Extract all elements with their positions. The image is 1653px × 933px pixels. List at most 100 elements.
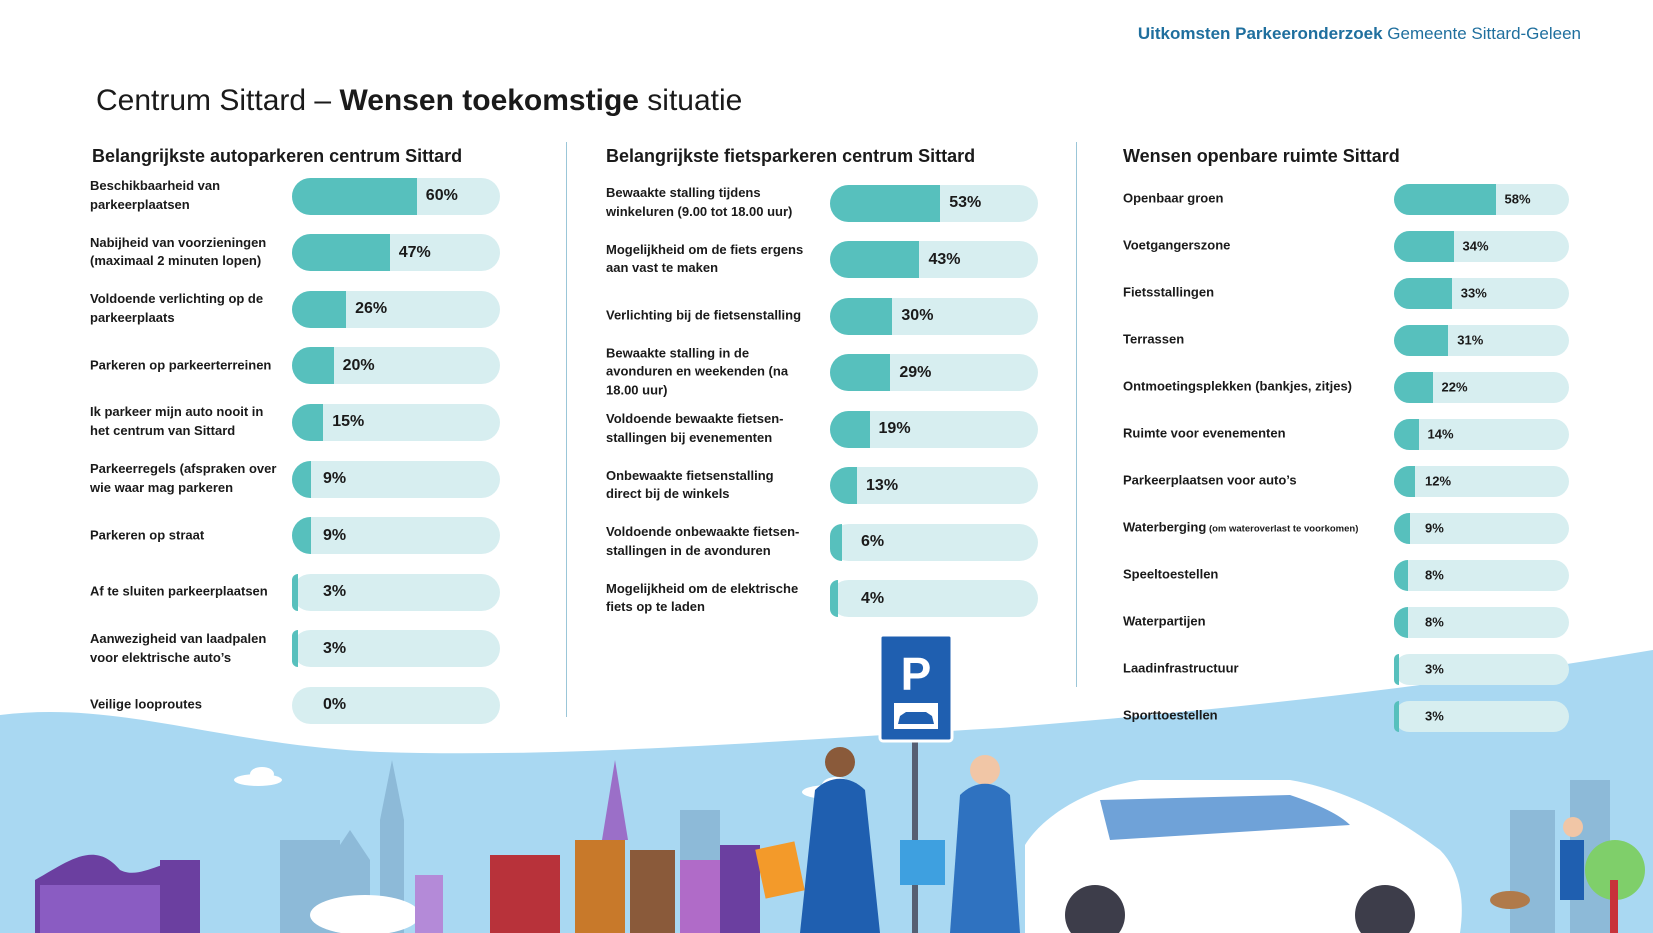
bar-track: 3% [292,573,500,611]
bar-label-text: Parkeren op parkeerterreinen [90,357,272,373]
bar-label-text: Verlichting bij de fietsenstalling [606,307,802,323]
bar-track: 60% [292,177,500,215]
bar-fill [1394,700,1400,732]
bar-track: 20% [292,347,500,385]
bar-track: 8% [1394,559,1569,591]
bar-track: 22% [1394,371,1569,403]
bar-track: 26% [292,290,500,328]
bar-label: Waterpartijen [1123,613,1383,632]
bar-value-label: 9% [323,526,347,544]
bar-row: Verlichting bij de fietsenstalling 30% [606,297,1038,335]
title-part2: situatie [638,84,743,117]
bar-label-text: Sporttoestellen [1123,707,1218,723]
bar-track: 31% [1394,324,1569,356]
bar-label-note: (om wateroverlast te voorkomen) [1206,523,1359,535]
bar-row: Ontmoetingsplekken (bankjes, zitjes) 22% [1123,371,1569,403]
bar-value-label: 60% [425,187,458,204]
bar-fill [1394,606,1408,638]
bar-row: Openbaar groen 58% [1123,183,1569,215]
bar-label: Parkeerplaatsen voor auto’s [1123,472,1383,491]
bar-label: Beschikbaarheid van parkeerplaatsen [90,177,280,215]
bar-label-text: Ruimte voor evenementen [1123,425,1286,441]
bar-fill [292,573,299,611]
bar-track: 3% [1394,653,1569,685]
bar-label: Voldoende verlichting op de parkeerplaat… [90,290,280,328]
bar-row: Waterpartijen 8% [1123,606,1569,638]
bar-label: Verlichting bij de fietsenstalling [606,307,806,326]
bar-fill [1394,371,1433,403]
header-municipality: Gemeente Sittard-Geleen [1387,24,1581,43]
bar-fill [830,467,858,504]
bar-row: Laadinfrastructuur 3% [1123,653,1569,685]
bar-row: Ruimte voor evenementen 14% [1123,418,1569,450]
bar-label-text: Openbaar groen [1123,190,1224,206]
tree-icon [1585,840,1645,933]
bar-row: Sporttoestellen 3% [1123,700,1569,732]
bar-fill [1394,559,1408,591]
bar-track: 33% [1394,277,1569,309]
bar-value-label: 26% [355,300,388,318]
bar-track: 3% [1394,700,1569,732]
auto-chart-title: Belangrijkste autoparkeren centrum Sitta… [92,146,463,166]
dog-walker [1490,817,1584,909]
bar-value-label: 12% [1425,473,1452,489]
bar-row: Parkeren op parkeerterreinen 20% [90,347,500,385]
bar-fill [1394,653,1400,685]
bar-value-label: 14% [1427,426,1454,442]
bar-value-label: 33% [1460,285,1487,301]
bar-value-label: 3% [1425,661,1444,677]
bar-label-text: Aanwezigheid van laadpalen voor elektris… [90,630,267,665]
bar-value-label: 20% [342,356,375,374]
bar-fill [1394,324,1449,356]
bar-label: Laadinfrastructuur [1123,660,1383,679]
title-bold: Wensen toekomstige [339,84,639,117]
bar-label-text: Bewaakte stalling in de avonduren en wee… [606,345,789,398]
column-divider [566,142,567,717]
bar-label: Onbewaakte fietsenstalling direct bij de… [606,467,806,505]
bar-fill [830,523,843,561]
bar-row: Terrassen 31% [1123,324,1569,356]
bar-label: Fietsstallingen [1123,284,1383,303]
bar-label: Veilige looproutes [90,696,280,715]
bar-label-text: Parkeerplaatsen voor auto’s [1123,472,1297,488]
bar-label-text: Bewaakte stalling tijdens winkeluren (9.… [606,185,793,219]
bar-value-label: 3% [323,639,347,657]
bar-track: 29% [830,354,1038,391]
bar-fill [292,517,311,555]
bar-fill [830,184,941,222]
white-car [1025,780,1462,933]
bar-value-label: 29% [899,363,932,381]
parking-sign-icon: P [878,633,954,933]
bar-row: Beschikbaarheid van parkeerplaatsen 60% [90,177,500,215]
bar-track: 9% [292,517,500,555]
bar-row: Bewaakte stalling in de avonduren en wee… [606,345,1038,398]
bar-value-label: 4% [861,589,885,607]
bar-row: Waterberging (om wateroverlast te voorko… [1123,512,1569,544]
bar-label: Ik parkeer mijn auto nooit in het centru… [90,404,280,442]
bar-label: Openbaar groen [1123,190,1383,209]
bar-track: 9% [292,460,500,498]
bar-fill [830,410,870,448]
bar-track: 34% [1394,230,1569,262]
bar-value-label: 13% [866,476,899,494]
bar-row: Mogelijkheid om de fiets ergens aan vast… [606,241,1038,279]
bar-value-label: 53% [949,194,982,211]
bar-label-text: Speeltoestellen [1123,566,1219,582]
cloud-icon [234,767,858,799]
bar-label-text: Veilige looproutes [90,696,202,712]
bar-fill [1394,512,1410,544]
bar-track: 3% [292,630,500,668]
bar-fill [292,234,390,272]
bar-track: 15% [292,403,500,441]
bar-label-text: Voldoende verlichting op de parkeerplaat… [90,291,264,326]
bar-fill [1394,465,1415,497]
bar-label-text: Ontmoetingsplekken (bankjes, zitjes) [1123,378,1352,394]
bar-row: Voldoende bewaakte fietsen-stallingen bi… [606,410,1038,448]
header-report-name: Uitkomsten Parkeeronderzoek [1137,24,1383,43]
bar-label-text: Fietsstallingen [1123,284,1215,300]
bar-track: 0% [292,686,500,724]
bar-value-label: 15% [332,413,365,431]
bar-track: 43% [830,241,1038,278]
bar-label: Voetgangerszone [1123,237,1383,256]
bar-label: Bewaakte stalling in de avonduren en wee… [606,344,806,401]
